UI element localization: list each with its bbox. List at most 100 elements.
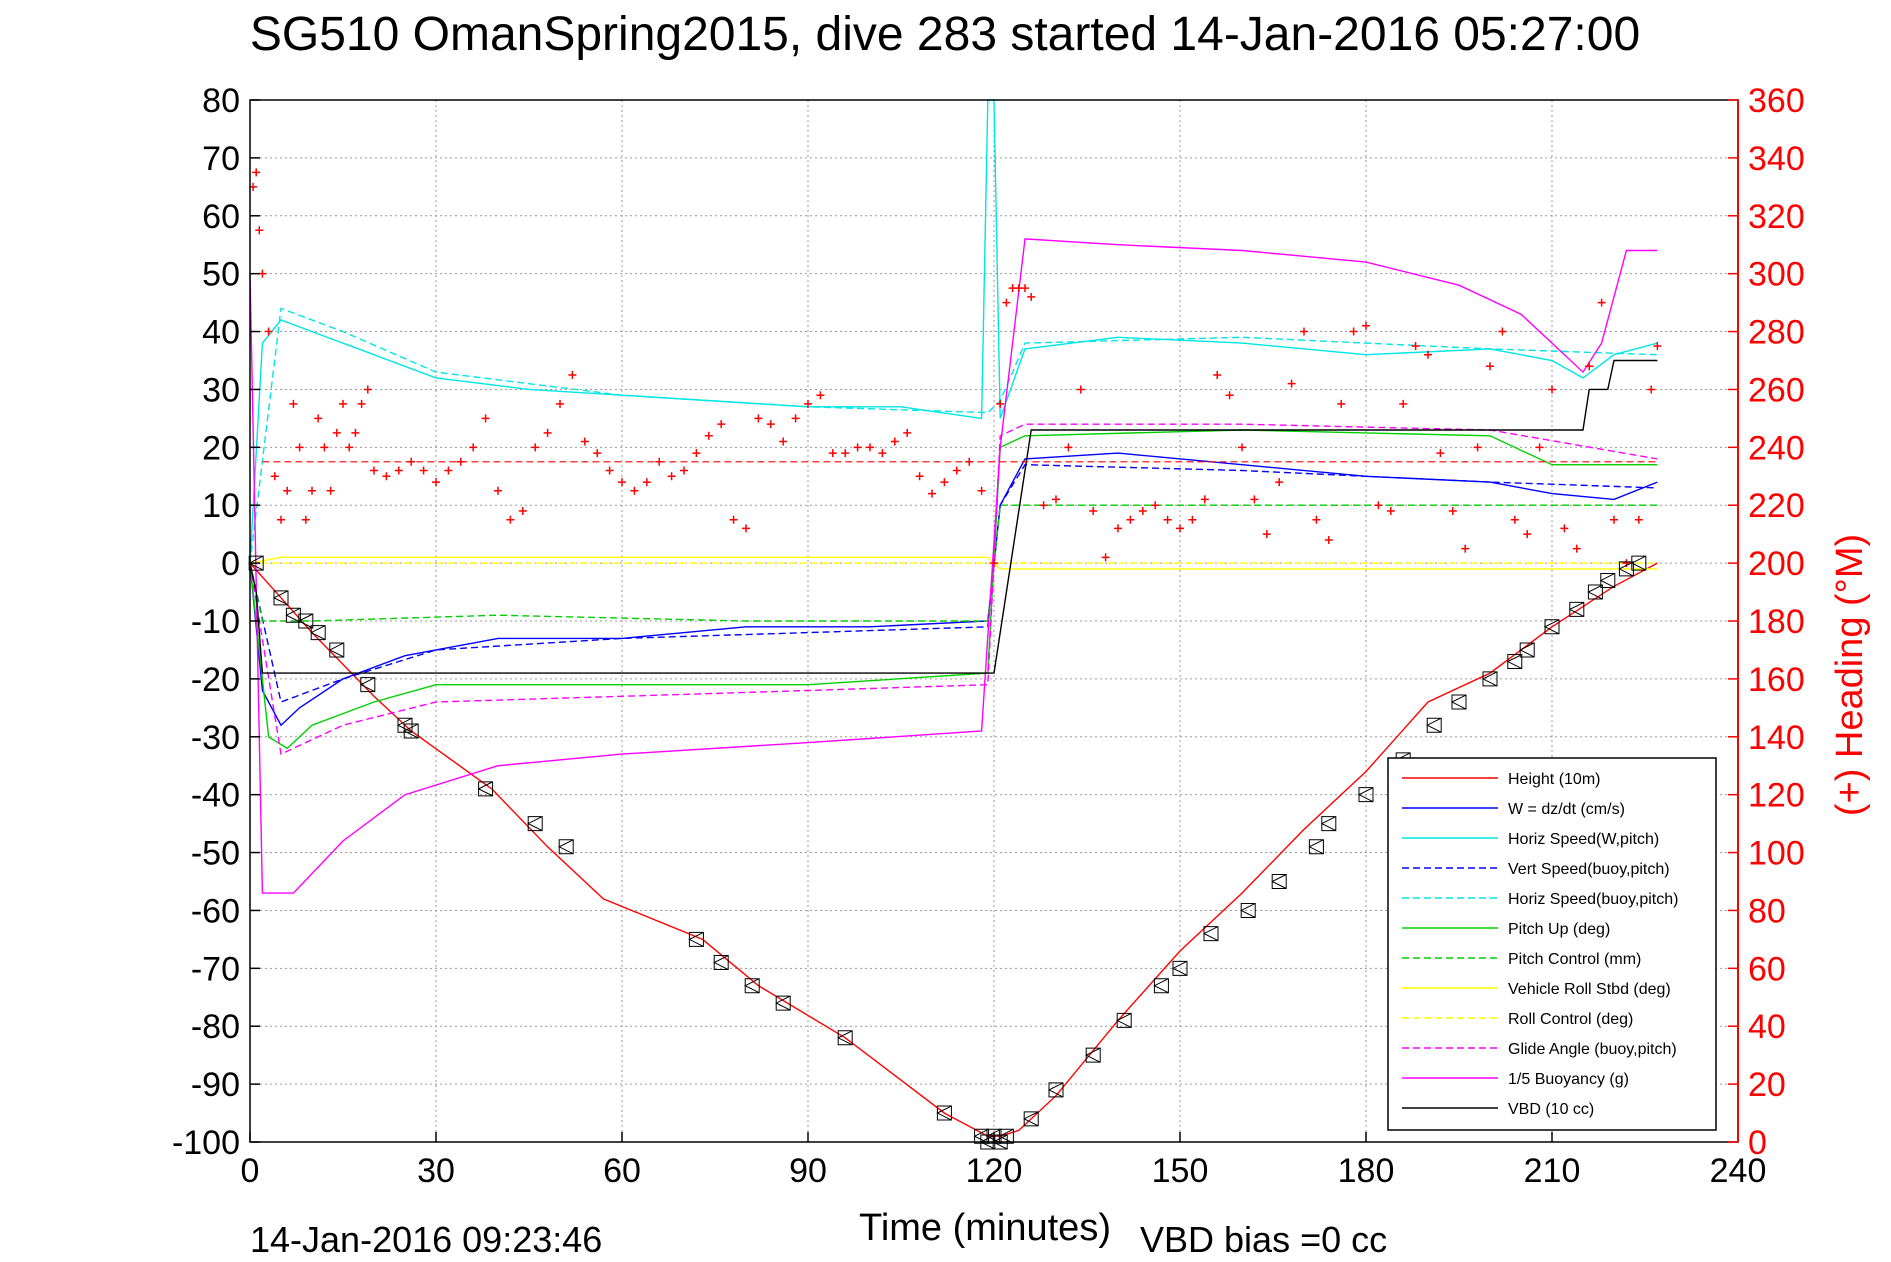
legend-label-10: 1/5 Buoyancy (g)	[1508, 1071, 1629, 1088]
heading-point	[1399, 399, 1408, 408]
heading-point	[506, 515, 515, 524]
y-right-tick-label: 280	[1748, 314, 1805, 352]
height-marker	[1543, 619, 1560, 635]
height-marker	[1481, 671, 1498, 687]
heading-point	[1300, 327, 1308, 336]
height-marker	[1308, 839, 1324, 855]
heading-point	[1386, 507, 1395, 516]
y-tick-label: -100	[172, 1124, 240, 1162]
legend-box	[1387, 757, 1717, 1131]
heading-point	[965, 457, 974, 466]
heading-point	[432, 478, 440, 487]
series-line-1	[249, 452, 1658, 727]
y-right-tick-label: 240	[1748, 429, 1805, 467]
height-marker	[248, 555, 264, 571]
x-axis-label: Time (minutes)	[859, 1207, 1111, 1249]
y-tick-label: 70	[202, 140, 240, 178]
y-right-tick-label: 300	[1748, 256, 1805, 294]
heading-point	[518, 507, 527, 516]
heading-point	[1200, 495, 1209, 504]
heading-point	[828, 449, 837, 458]
heading-point	[1021, 284, 1029, 293]
heading-point	[543, 428, 552, 437]
height-marker	[837, 1030, 853, 1046]
heading-point	[1548, 385, 1556, 394]
y-tick-label: 30	[202, 371, 240, 409]
height-marker	[1047, 1082, 1064, 1098]
series-line-5	[249, 429, 1658, 750]
heading-point	[339, 399, 347, 408]
heading-point	[1114, 524, 1122, 533]
height-marker	[1426, 717, 1442, 733]
y-axis-right-label: (+) Heading (°M)	[1829, 534, 1871, 816]
heading-point	[1188, 515, 1197, 524]
heading-point	[996, 399, 1005, 408]
height-marker	[477, 781, 494, 797]
y-tick-label: 20	[202, 429, 240, 467]
heading-point	[1275, 478, 1284, 487]
x-axis-ticks: 0 30 60 90 120 150 180 210 240	[241, 1132, 1766, 1190]
y-right-tick-label: 20	[1748, 1066, 1786, 1104]
heading-point	[667, 472, 676, 481]
footer-timestamp: 14-Jan-2016 09:23:46	[250, 1219, 602, 1260]
heading-point	[990, 559, 998, 568]
height-marker	[936, 1105, 952, 1121]
heading-point	[469, 443, 478, 452]
x-tick-label: 180	[1338, 1152, 1395, 1190]
heading-point	[766, 420, 775, 429]
heading-point	[351, 428, 360, 437]
heading-point	[1101, 553, 1110, 562]
heading-point	[568, 370, 577, 379]
heading-point	[456, 457, 465, 466]
heading-point	[1151, 501, 1160, 510]
heading-point	[1560, 524, 1569, 533]
heading-point	[407, 457, 416, 466]
heading-point	[1163, 515, 1172, 524]
heading-point	[779, 437, 788, 446]
y-tick-label: 60	[202, 198, 240, 236]
series-layer	[249, 99, 1658, 1137]
heading-point	[1486, 362, 1494, 371]
height-marker	[1023, 1111, 1039, 1127]
heading-point	[289, 399, 298, 408]
height-marker	[744, 978, 760, 994]
heading-point	[1027, 292, 1036, 301]
legend-label-2: Horiz Speed(W,pitch)	[1508, 831, 1659, 848]
height-marker	[1240, 902, 1256, 918]
heading-point	[326, 486, 335, 495]
heading-point	[1424, 350, 1432, 359]
legend-label-5: Pitch Up (deg)	[1508, 921, 1610, 938]
height-marker	[998, 1128, 1014, 1144]
y-tick-label: -80	[191, 1008, 240, 1046]
heading-point	[394, 466, 403, 475]
y-tick-label: -90	[191, 1066, 240, 1104]
y-tick-label: 40	[202, 314, 240, 352]
heading-point	[866, 443, 874, 452]
heading-point	[1362, 321, 1370, 330]
height-marker	[1519, 642, 1535, 658]
heading-point	[605, 466, 614, 475]
footer-vbd-bias: VBD bias =0 cc	[1140, 1219, 1387, 1260]
heading-point	[804, 399, 812, 408]
y-right-tick-label: 120	[1748, 777, 1805, 815]
heading-point	[1510, 515, 1519, 524]
height-marker	[328, 642, 345, 658]
height-marker	[1153, 978, 1169, 994]
y-right-tick-label: 100	[1748, 835, 1805, 873]
x-tick-label: 90	[789, 1152, 827, 1190]
x-tick-label: 210	[1524, 1152, 1581, 1190]
height-marker	[272, 590, 289, 606]
y-tick-label: -30	[191, 719, 240, 757]
series-line-3	[249, 463, 1658, 703]
height-marker	[310, 625, 326, 641]
height-marker	[713, 955, 729, 971]
heading-point	[1337, 399, 1346, 408]
heading-point	[264, 327, 273, 336]
heading-point	[1647, 385, 1656, 394]
legend-label-6: Pitch Control (mm)	[1508, 951, 1641, 968]
height-marker	[527, 816, 543, 832]
height-marker	[1320, 816, 1337, 832]
heading-point	[1374, 501, 1383, 510]
height-marker	[688, 931, 704, 947]
